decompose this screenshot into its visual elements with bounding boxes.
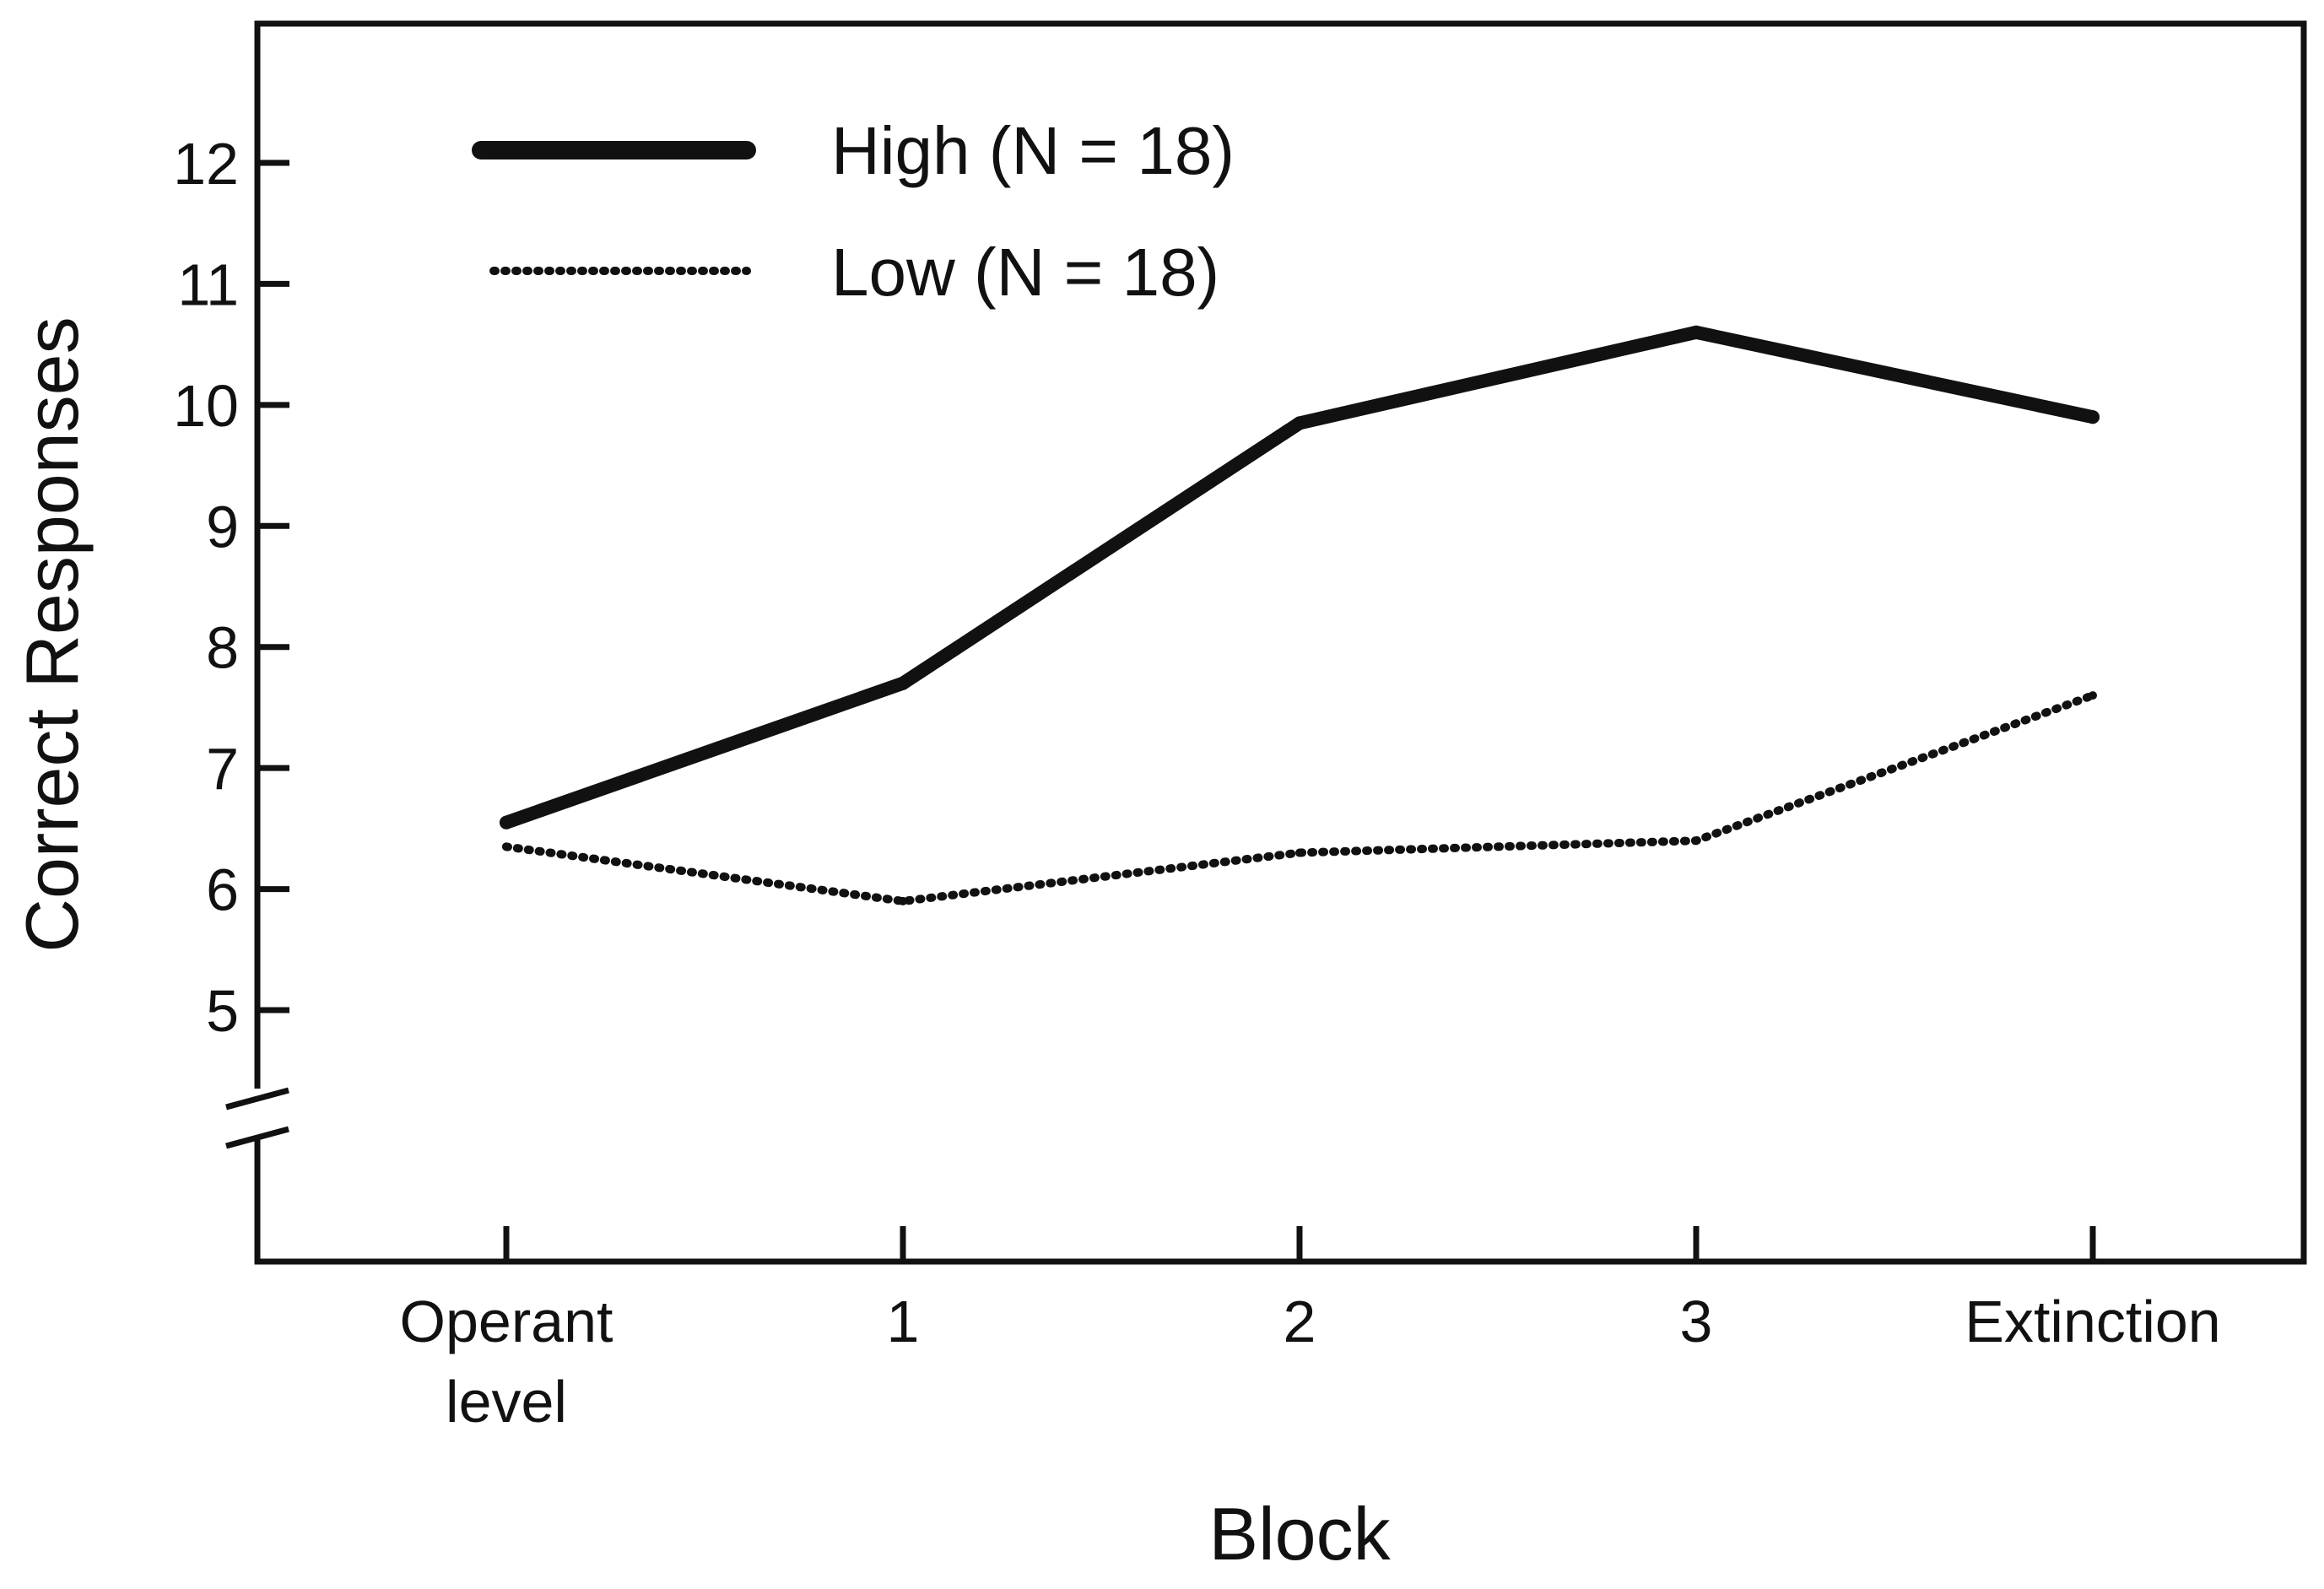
y-axis-break (225, 1087, 295, 1149)
series-line-low (502, 691, 2097, 905)
y-tick-label: 9 (206, 494, 239, 559)
x-axis-ticks: Operant level 1 2 3 Extinction (400, 1226, 2221, 1435)
y-axis-title: Correct Responses (10, 316, 94, 952)
data-point (1692, 836, 1700, 846)
data-point (2086, 410, 2100, 424)
y-axis-ticks: 5 6 7 8 9 10 11 12 (173, 131, 289, 1044)
x-tick-label: 1 (887, 1289, 920, 1354)
y-tick-label: 6 (206, 857, 239, 923)
data-point (1293, 416, 1306, 430)
y-tick-label: 11 (177, 251, 239, 317)
y-tick-label: 5 (206, 978, 239, 1044)
x-tick-label: Extinction (1965, 1289, 2220, 1354)
legend-label-low: Low (N = 18) (831, 235, 1219, 310)
x-tick-label: Operant level (400, 1289, 613, 1435)
legend-label-high: High (N = 18) (831, 113, 1235, 188)
x-tick-label: 3 (1680, 1289, 1713, 1354)
data-point (896, 676, 910, 690)
y-tick-label: 8 (206, 615, 239, 681)
data-point (1295, 848, 1304, 857)
y-tick-label: 10 (173, 373, 239, 439)
data-point (1689, 325, 1703, 339)
x-axis-title: Block (1208, 1492, 1391, 1575)
legend: High (N = 18) Low (N = 18) (472, 113, 1235, 310)
y-tick-label: 7 (206, 736, 239, 802)
x-tick-label: 2 (1284, 1289, 1316, 1354)
data-point (500, 815, 513, 830)
plot-frame (254, 20, 2307, 1265)
y-tick-label: 12 (173, 131, 239, 197)
series-layer (500, 325, 2100, 905)
data-point (2089, 691, 2097, 700)
data-point (899, 896, 907, 905)
data-point (502, 842, 511, 851)
series-line-high (500, 325, 2100, 830)
